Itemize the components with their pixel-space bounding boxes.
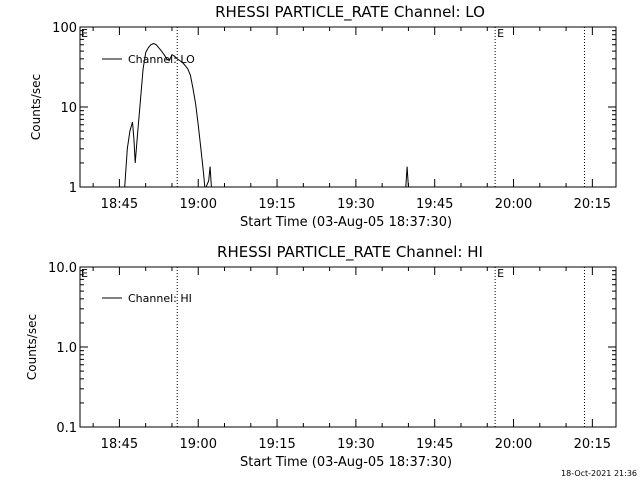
axis-ticks: 18:45 19:00 19:15 19:30 19:45 20:00 20:15 0.1 1.… xyxy=(48,261,616,452)
series-line xyxy=(124,43,409,188)
plot-frame xyxy=(79,266,617,428)
axis-ticks: 18:45 19:00 19:15 19:30 19:45 20:00 20:15 1 10 10… xyxy=(52,21,616,212)
y-tick-label: 10 xyxy=(60,101,77,116)
y-axis-label: Counts/sec xyxy=(29,74,43,140)
footer-timestamp: 18-Oct-2021 21:36 xyxy=(561,469,637,478)
plot-frame xyxy=(79,26,617,188)
series-layer xyxy=(124,43,409,188)
x-axis-label: Start Time (03-Aug-05 18:37:30) xyxy=(240,455,452,470)
edge-marker-label: E xyxy=(81,27,88,40)
y-tick-label: 0.1 xyxy=(56,421,77,436)
y-tick-label: 10.0 xyxy=(48,261,77,276)
legend: Channel: HI xyxy=(102,292,192,305)
chart-panel-hi: RHESSI PARTICLE_RATE Channel: HI Counts/… xyxy=(25,243,617,470)
time-marker-label: E xyxy=(497,267,504,280)
edge-marker-label: E xyxy=(81,267,88,280)
y-axis-label: Counts/sec xyxy=(25,314,39,380)
legend-entry: Channel: HI xyxy=(128,292,192,305)
x-tick-label: 20:15 xyxy=(574,437,611,452)
x-tick-label: 19:30 xyxy=(337,197,374,212)
x-tick-label: 19:00 xyxy=(180,197,217,212)
x-tick-label: 19:30 xyxy=(337,437,374,452)
chart-title: RHESSI PARTICLE_RATE Channel: LO xyxy=(215,3,485,22)
y-tick-label: 1 xyxy=(69,181,77,196)
x-tick-label: 20:00 xyxy=(495,437,532,452)
legend-entry: Channel: LO xyxy=(128,53,195,66)
y-tick-label: 100 xyxy=(52,21,77,36)
x-tick-label: 19:45 xyxy=(416,197,453,212)
chart-title: RHESSI PARTICLE_RATE Channel: HI xyxy=(217,243,483,262)
x-tick-label: 20:00 xyxy=(495,197,532,212)
y-tick-label: 1.0 xyxy=(56,341,77,356)
x-tick-label: 19:45 xyxy=(416,437,453,452)
x-tick-label: 18:45 xyxy=(101,437,138,452)
x-tick-label: 19:15 xyxy=(258,197,295,212)
time-marker-label: E xyxy=(497,27,504,40)
chart-panel-lo: RHESSI PARTICLE_RATE Channel: LO Counts/… xyxy=(29,3,617,230)
x-axis-label: Start Time (03-Aug-05 18:37:30) xyxy=(240,215,452,230)
x-tick-label: 18:45 xyxy=(101,197,138,212)
x-tick-label: 19:00 xyxy=(180,437,217,452)
legend: Channel: LO xyxy=(102,53,195,66)
time-markers: E xyxy=(176,27,585,187)
x-tick-label: 20:15 xyxy=(574,197,611,212)
time-markers: E xyxy=(176,267,585,427)
x-tick-label: 19:15 xyxy=(258,437,295,452)
